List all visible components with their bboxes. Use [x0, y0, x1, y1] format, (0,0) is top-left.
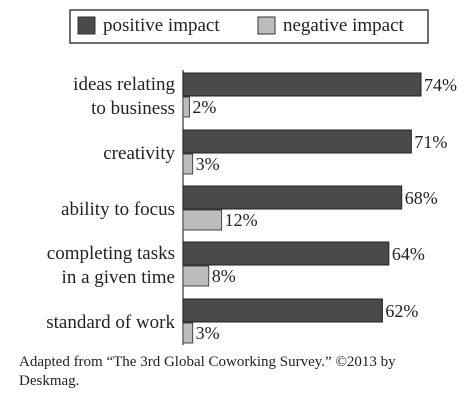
bar-negative-4 — [182, 322, 194, 344]
value-positive-4: 62% — [385, 301, 418, 321]
bar-negative-0 — [182, 96, 190, 118]
bar-positive-0 — [182, 72, 422, 97]
value-negative-1: 3% — [196, 154, 220, 174]
data-labels: 74% 2% 71% 3% 68% 12% 64% 8% 62% 3% — [192, 75, 457, 343]
bar-negative-3 — [182, 265, 210, 287]
bar-positive-3 — [182, 241, 390, 266]
category-label-2-0: ability to focus — [61, 199, 175, 220]
value-positive-2: 68% — [405, 188, 438, 208]
source-note: Adapted from “The 3rd Global Coworking S… — [19, 354, 396, 389]
value-negative-4: 3% — [196, 323, 220, 343]
bar-negative-2 — [182, 209, 223, 231]
value-negative-2: 12% — [225, 210, 258, 230]
bar-positive-4 — [182, 298, 383, 323]
category-label-1-0: creativity — [103, 143, 175, 164]
legend-swatch-0 — [77, 16, 96, 35]
legend: positive impact negative impact — [69, 9, 429, 44]
category-label-0-0: ideas relating — [73, 74, 175, 95]
bar-negative-1 — [182, 153, 194, 175]
legend-swatch-1 — [257, 16, 276, 35]
legend-box — [69, 9, 429, 44]
bar-positive-1 — [182, 129, 412, 154]
category-label-3-0: completing tasks — [47, 243, 175, 264]
legend-label-1: negative impact — [283, 15, 405, 36]
bars — [182, 72, 422, 344]
category-label-3-1: in a given time — [62, 267, 175, 288]
value-positive-3: 64% — [392, 244, 425, 264]
value-negative-3: 8% — [212, 266, 236, 286]
category-label-4-0: standard of work — [46, 312, 175, 333]
legend-label-0: positive impact — [103, 15, 220, 36]
value-negative-0: 2% — [192, 97, 216, 117]
category-labels: ideas relating to business creativity abili… — [46, 74, 175, 333]
category-label-0-1: to business — [91, 98, 175, 119]
value-positive-0: 74% — [424, 75, 457, 95]
value-positive-1: 71% — [414, 132, 447, 152]
bar-positive-2 — [182, 185, 403, 210]
